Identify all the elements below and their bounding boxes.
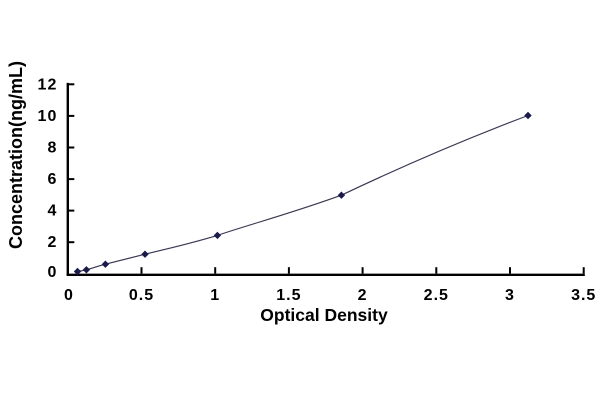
svg-text:1: 1 [210,287,220,304]
svg-text:3: 3 [505,287,515,304]
svg-text:6: 6 [48,171,58,188]
svg-text:Optical Density: Optical Density [260,305,388,325]
svg-text:1.5: 1.5 [276,287,301,304]
svg-text:4: 4 [48,203,58,220]
svg-text:10: 10 [38,108,58,125]
svg-text:12: 12 [38,76,58,93]
svg-text:Concentration(ng/mL): Concentration(ng/mL) [6,61,26,249]
svg-text:0.5: 0.5 [129,287,154,304]
svg-text:8: 8 [48,140,58,157]
svg-text:3.5: 3.5 [571,287,596,304]
svg-text:0: 0 [48,264,58,281]
svg-text:2.5: 2.5 [424,287,449,304]
svg-text:0: 0 [64,287,74,304]
svg-text:2: 2 [48,234,58,251]
svg-text:2: 2 [358,287,368,304]
